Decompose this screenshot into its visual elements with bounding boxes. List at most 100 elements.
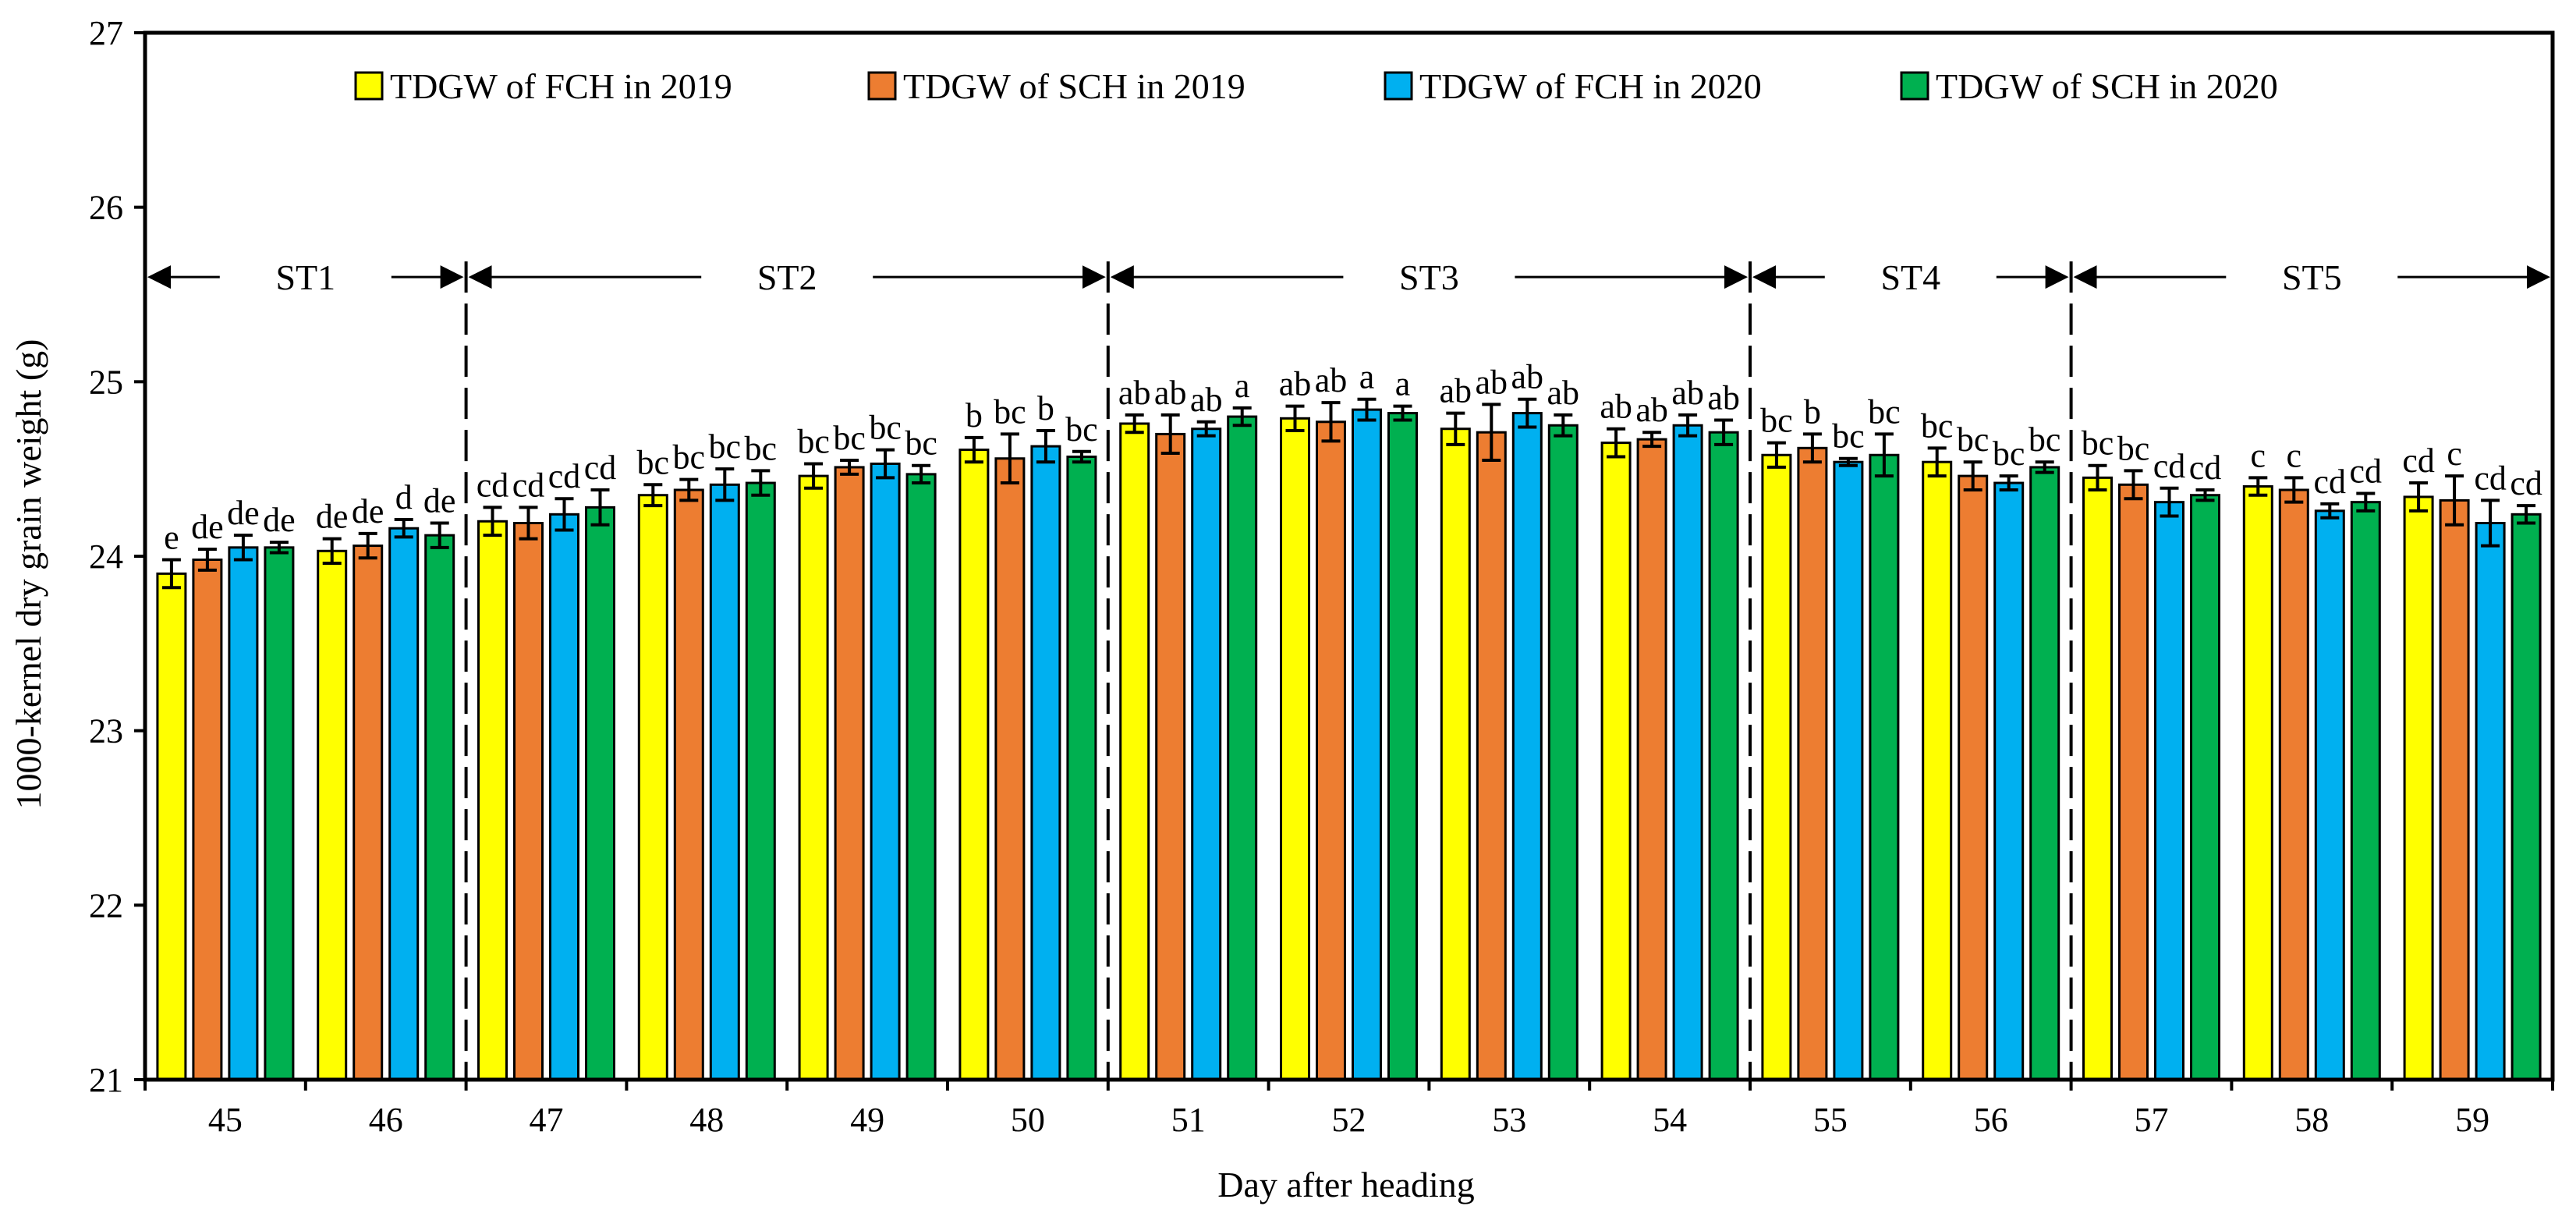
axes-layer: 21 22 23 24 25 26 27 45 46 47 48 49 50 51 52 53 54 55 56 57… xyxy=(89,14,2554,1139)
bar-s4-day-48 xyxy=(745,481,776,1081)
y-tick-label-24: 24 xyxy=(89,537,123,576)
legend-swatch-s1 xyxy=(354,71,384,101)
significance-label-s4-day-57: cd xyxy=(2189,449,2222,487)
bar-s4-day-51 xyxy=(1227,415,1258,1081)
significance-label-s3-day-59: cd xyxy=(2474,459,2507,497)
significance-label-s4-day-48: bc xyxy=(745,429,778,467)
x-tick-label-55: 55 xyxy=(1813,1101,1848,1139)
bar-s2-day-58 xyxy=(2278,488,2309,1081)
legend-swatch-s3 xyxy=(1384,71,1413,101)
bar-s2-day-55 xyxy=(1797,446,1828,1081)
legend-swatch-s4 xyxy=(1900,71,1929,101)
bar-s1-day-53 xyxy=(1440,427,1471,1081)
significance-label-s1-day-56: bc xyxy=(1921,406,1954,445)
x-tick-label-46: 46 xyxy=(369,1101,403,1139)
significance-label-s4-day-49: bc xyxy=(905,424,937,463)
bar-s3-day-57 xyxy=(2154,501,2184,1081)
y-tick-label-22: 22 xyxy=(89,886,123,924)
x-tick-label-58: 58 xyxy=(2294,1101,2329,1139)
significance-label-s1-day-52: ab xyxy=(1279,365,1312,403)
significance-label-s2-day-51: ab xyxy=(1154,374,1187,412)
bar-s4-day-55 xyxy=(1869,453,1900,1081)
stage-label-ST1: ST1 xyxy=(275,257,335,297)
bar-s4-day-56 xyxy=(2029,466,2060,1081)
significance-label-s4-day-46: de xyxy=(423,482,456,520)
bar-s3-day-50 xyxy=(1030,445,1061,1081)
x-tick-label-47: 47 xyxy=(530,1101,564,1139)
significance-label-s2-day-49: bc xyxy=(833,419,866,457)
x-tick-label-50: 50 xyxy=(1011,1101,1045,1139)
legend-label-s4: TDGW of SCH in 2020 xyxy=(1936,66,2278,106)
bar-s1-day-45 xyxy=(156,572,187,1081)
significance-label-s3-day-52: a xyxy=(1359,358,1375,396)
significance-label-s4-day-51: a xyxy=(1235,367,1250,405)
bar-s4-day-50 xyxy=(1066,456,1097,1081)
bar-s1-day-47 xyxy=(477,520,508,1081)
bar-s1-day-52 xyxy=(1280,417,1310,1081)
y-axis-label: 1000-kernel dry grain weight (g) xyxy=(9,339,48,810)
bar-s1-day-46 xyxy=(317,549,348,1081)
x-tick-label-53: 53 xyxy=(1492,1101,1526,1139)
significance-label-s1-day-58: c xyxy=(2251,436,2266,474)
bar-s1-day-59 xyxy=(2403,495,2434,1081)
y-tick-label-27: 27 xyxy=(89,14,123,52)
significance-label-s4-day-58: cd xyxy=(2350,452,2383,490)
bar-s1-day-51 xyxy=(1119,422,1150,1081)
significance-label-s2-day-58: c xyxy=(2287,436,2302,474)
significance-label-s1-day-46: de xyxy=(316,498,349,536)
significance-label-s4-day-50: bc xyxy=(1065,410,1098,449)
bar-s4-day-59 xyxy=(2510,513,2542,1081)
bar-s1-day-56 xyxy=(1922,460,1953,1081)
bar-s1-day-55 xyxy=(1761,453,1792,1081)
significance-label-s2-day-55: b xyxy=(1804,392,1821,431)
bar-s3-day-54 xyxy=(1672,424,1703,1081)
x-tick-label-56: 56 xyxy=(1974,1101,2008,1139)
x-tick-label-52: 52 xyxy=(1332,1101,1366,1139)
y-tick-label-26: 26 xyxy=(89,189,123,227)
significance-label-s1-day-55: bc xyxy=(1760,402,1793,440)
significance-label-s3-day-46: d xyxy=(395,478,413,516)
bar-s3-day-46 xyxy=(388,527,420,1081)
significance-label-s3-day-53: ab xyxy=(1511,358,1544,396)
significance-label-s1-day-48: bc xyxy=(637,443,670,481)
error-bars-layer xyxy=(161,397,2536,590)
significance-label-s1-day-59: cd xyxy=(2402,442,2435,480)
significance-label-s4-day-52: a xyxy=(1395,365,1411,403)
significance-label-s3-day-57: cd xyxy=(2153,447,2186,485)
significance-label-s2-day-48: bc xyxy=(673,438,706,477)
bar-s3-day-53 xyxy=(1511,412,1543,1081)
significance-label-s2-day-54: ab xyxy=(1635,391,1668,429)
bar-s2-day-48 xyxy=(673,488,704,1081)
significance-label-s2-day-56: bc xyxy=(1957,420,1990,459)
bar-s2-day-45 xyxy=(192,558,223,1081)
bar-s2-day-54 xyxy=(1636,438,1667,1081)
significance-label-s3-day-49: bc xyxy=(869,409,902,447)
significance-label-s1-day-54: ab xyxy=(1600,388,1632,426)
significance-label-s1-day-49: bc xyxy=(797,422,830,460)
legend-label-s2: TDGW of SCH in 2019 xyxy=(903,66,1245,106)
significance-label-s2-day-52: ab xyxy=(1315,361,1348,399)
significance-label-s3-day-56: bc xyxy=(1993,435,2025,473)
stage-label-ST2: ST2 xyxy=(757,257,817,297)
stage-label-ST5: ST5 xyxy=(2282,257,2342,297)
significance-label-s3-day-54: ab xyxy=(1671,374,1704,412)
bar-s2-day-56 xyxy=(1958,474,1989,1081)
bar-s3-day-48 xyxy=(709,483,740,1081)
significance-label-s4-day-45: de xyxy=(263,501,296,539)
significance-label-s4-day-56: bc xyxy=(2029,420,2061,459)
significance-label-s3-day-48: bc xyxy=(709,427,742,466)
significance-label-s3-day-47: cd xyxy=(548,457,581,495)
significance-label-s1-day-45: e xyxy=(164,518,179,556)
bar-s2-day-51 xyxy=(1155,432,1186,1081)
x-tick-label-57: 57 xyxy=(2135,1101,2169,1139)
bar-s2-day-57 xyxy=(2118,483,2149,1081)
y-tick-label-21: 21 xyxy=(89,1061,123,1099)
bar-s4-day-49 xyxy=(905,473,937,1081)
legend-label-s3: TDGW of FCH in 2020 xyxy=(1419,66,1762,106)
bar-s3-day-47 xyxy=(549,513,579,1081)
stage-label-ST3: ST3 xyxy=(1399,257,1459,297)
significance-label-s1-day-51: ab xyxy=(1118,374,1151,412)
significance-label-s1-day-50: b xyxy=(966,396,983,435)
x-axis-label: Day after heading xyxy=(1217,1165,1475,1204)
